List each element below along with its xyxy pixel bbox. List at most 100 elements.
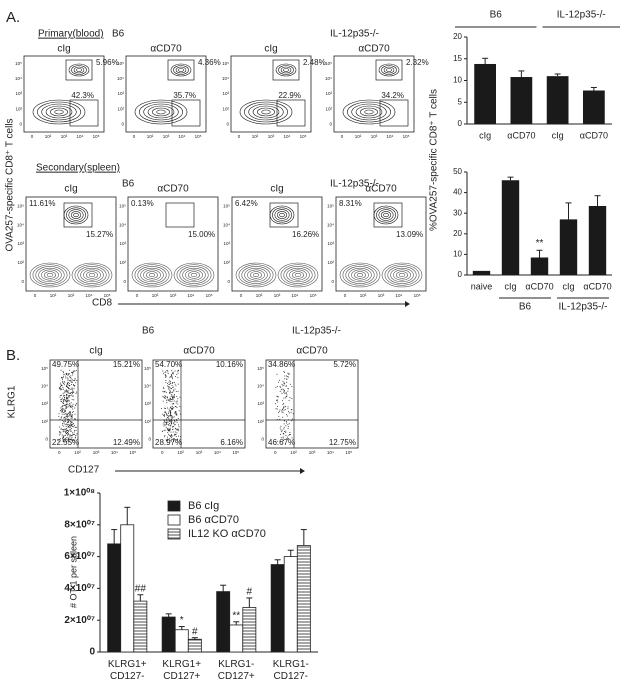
- contour: [80, 267, 104, 283]
- annotation: ##: [135, 583, 147, 594]
- event: [75, 426, 77, 428]
- event: [68, 437, 70, 439]
- event: [165, 422, 167, 424]
- flow-tick: 0: [341, 134, 344, 139]
- x-tick-label: KLRG1-CD127-: [273, 659, 309, 682]
- contour: [393, 269, 411, 281]
- event: [63, 408, 65, 410]
- event: [71, 422, 73, 424]
- event: [165, 379, 167, 381]
- quadrant-percent: 10.16%: [216, 360, 243, 369]
- contour: [66, 207, 86, 223]
- event: [62, 377, 64, 379]
- contour: [41, 269, 59, 281]
- event: [59, 387, 61, 389]
- event: [287, 408, 289, 410]
- flow-tick: 10²: [74, 450, 81, 455]
- event: [168, 416, 170, 418]
- event: [286, 396, 288, 398]
- flow-tick: 10²: [327, 260, 334, 265]
- event: [177, 370, 179, 372]
- event: [173, 389, 175, 391]
- event: [61, 397, 63, 399]
- event: [282, 432, 284, 434]
- event: [175, 436, 177, 438]
- event: [70, 375, 72, 377]
- event: [291, 397, 293, 399]
- event: [169, 420, 171, 422]
- event: [74, 424, 76, 426]
- event: [66, 440, 68, 442]
- event: [67, 416, 69, 418]
- contour: [283, 266, 313, 284]
- y-tick-label: 1×10⁰⁸: [64, 488, 96, 499]
- event: [66, 384, 68, 386]
- event: [165, 376, 167, 378]
- event: [276, 399, 278, 401]
- event: [71, 421, 73, 423]
- event: [171, 408, 173, 410]
- event: [170, 388, 172, 390]
- flow-tick: 10⁴: [284, 134, 291, 139]
- event: [169, 429, 171, 431]
- quadrant-percent: 6.16%: [220, 438, 243, 447]
- gate-percent: 16.26%: [292, 230, 319, 239]
- event: [72, 370, 74, 372]
- flow-tick: 10³: [41, 401, 48, 406]
- event: [290, 411, 292, 413]
- plot-frame: [265, 359, 359, 449]
- event: [172, 425, 174, 427]
- event: [169, 399, 171, 401]
- event: [170, 382, 172, 384]
- event: [70, 379, 72, 381]
- event: [68, 424, 70, 426]
- contour: [176, 264, 212, 286]
- event: [288, 374, 290, 376]
- event: [276, 385, 278, 387]
- legend-label: B6 αCD70: [188, 514, 239, 526]
- event: [162, 413, 164, 415]
- event: [66, 403, 68, 405]
- contour: [147, 105, 175, 119]
- event: [167, 430, 169, 432]
- event: [61, 405, 63, 407]
- y-axis-label: OVA257-specific CD8⁺ T cells: [5, 118, 16, 251]
- plot-label: cIg: [270, 184, 283, 195]
- event: [287, 388, 289, 390]
- event: [281, 431, 283, 433]
- group-label: IL-12p35-/-: [330, 29, 379, 40]
- event: [178, 369, 180, 371]
- event: [60, 407, 62, 409]
- plot-label: cIg: [264, 44, 277, 55]
- y-axis-label: %OVA257-specific CD8⁺ T cells: [429, 89, 440, 231]
- flow-tick: 0: [58, 450, 61, 455]
- bar: [270, 564, 285, 653]
- event: [163, 436, 165, 438]
- event: [63, 409, 65, 411]
- event: [71, 423, 73, 425]
- flow-tick: 0: [329, 122, 332, 127]
- contour: [182, 267, 206, 283]
- bar: [174, 629, 189, 653]
- event: [70, 425, 72, 427]
- contour: [41, 103, 77, 121]
- event: [66, 402, 68, 404]
- event: [283, 409, 285, 411]
- event: [69, 425, 71, 427]
- event: [276, 405, 278, 407]
- event: [61, 409, 63, 411]
- group-label: B6: [142, 326, 155, 337]
- event: [164, 429, 166, 431]
- flow-tick: 10²: [177, 450, 184, 455]
- event: [280, 437, 282, 439]
- event: [64, 389, 66, 391]
- y-tick-label: 30: [453, 208, 462, 217]
- group-label: B6: [122, 179, 135, 190]
- event: [283, 390, 285, 392]
- contour: [395, 271, 409, 279]
- event: [276, 440, 278, 442]
- group-label: B6: [519, 302, 532, 313]
- flow-tick: 10⁵: [129, 450, 136, 455]
- flow-tick: 10³: [268, 134, 275, 139]
- event: [59, 430, 61, 432]
